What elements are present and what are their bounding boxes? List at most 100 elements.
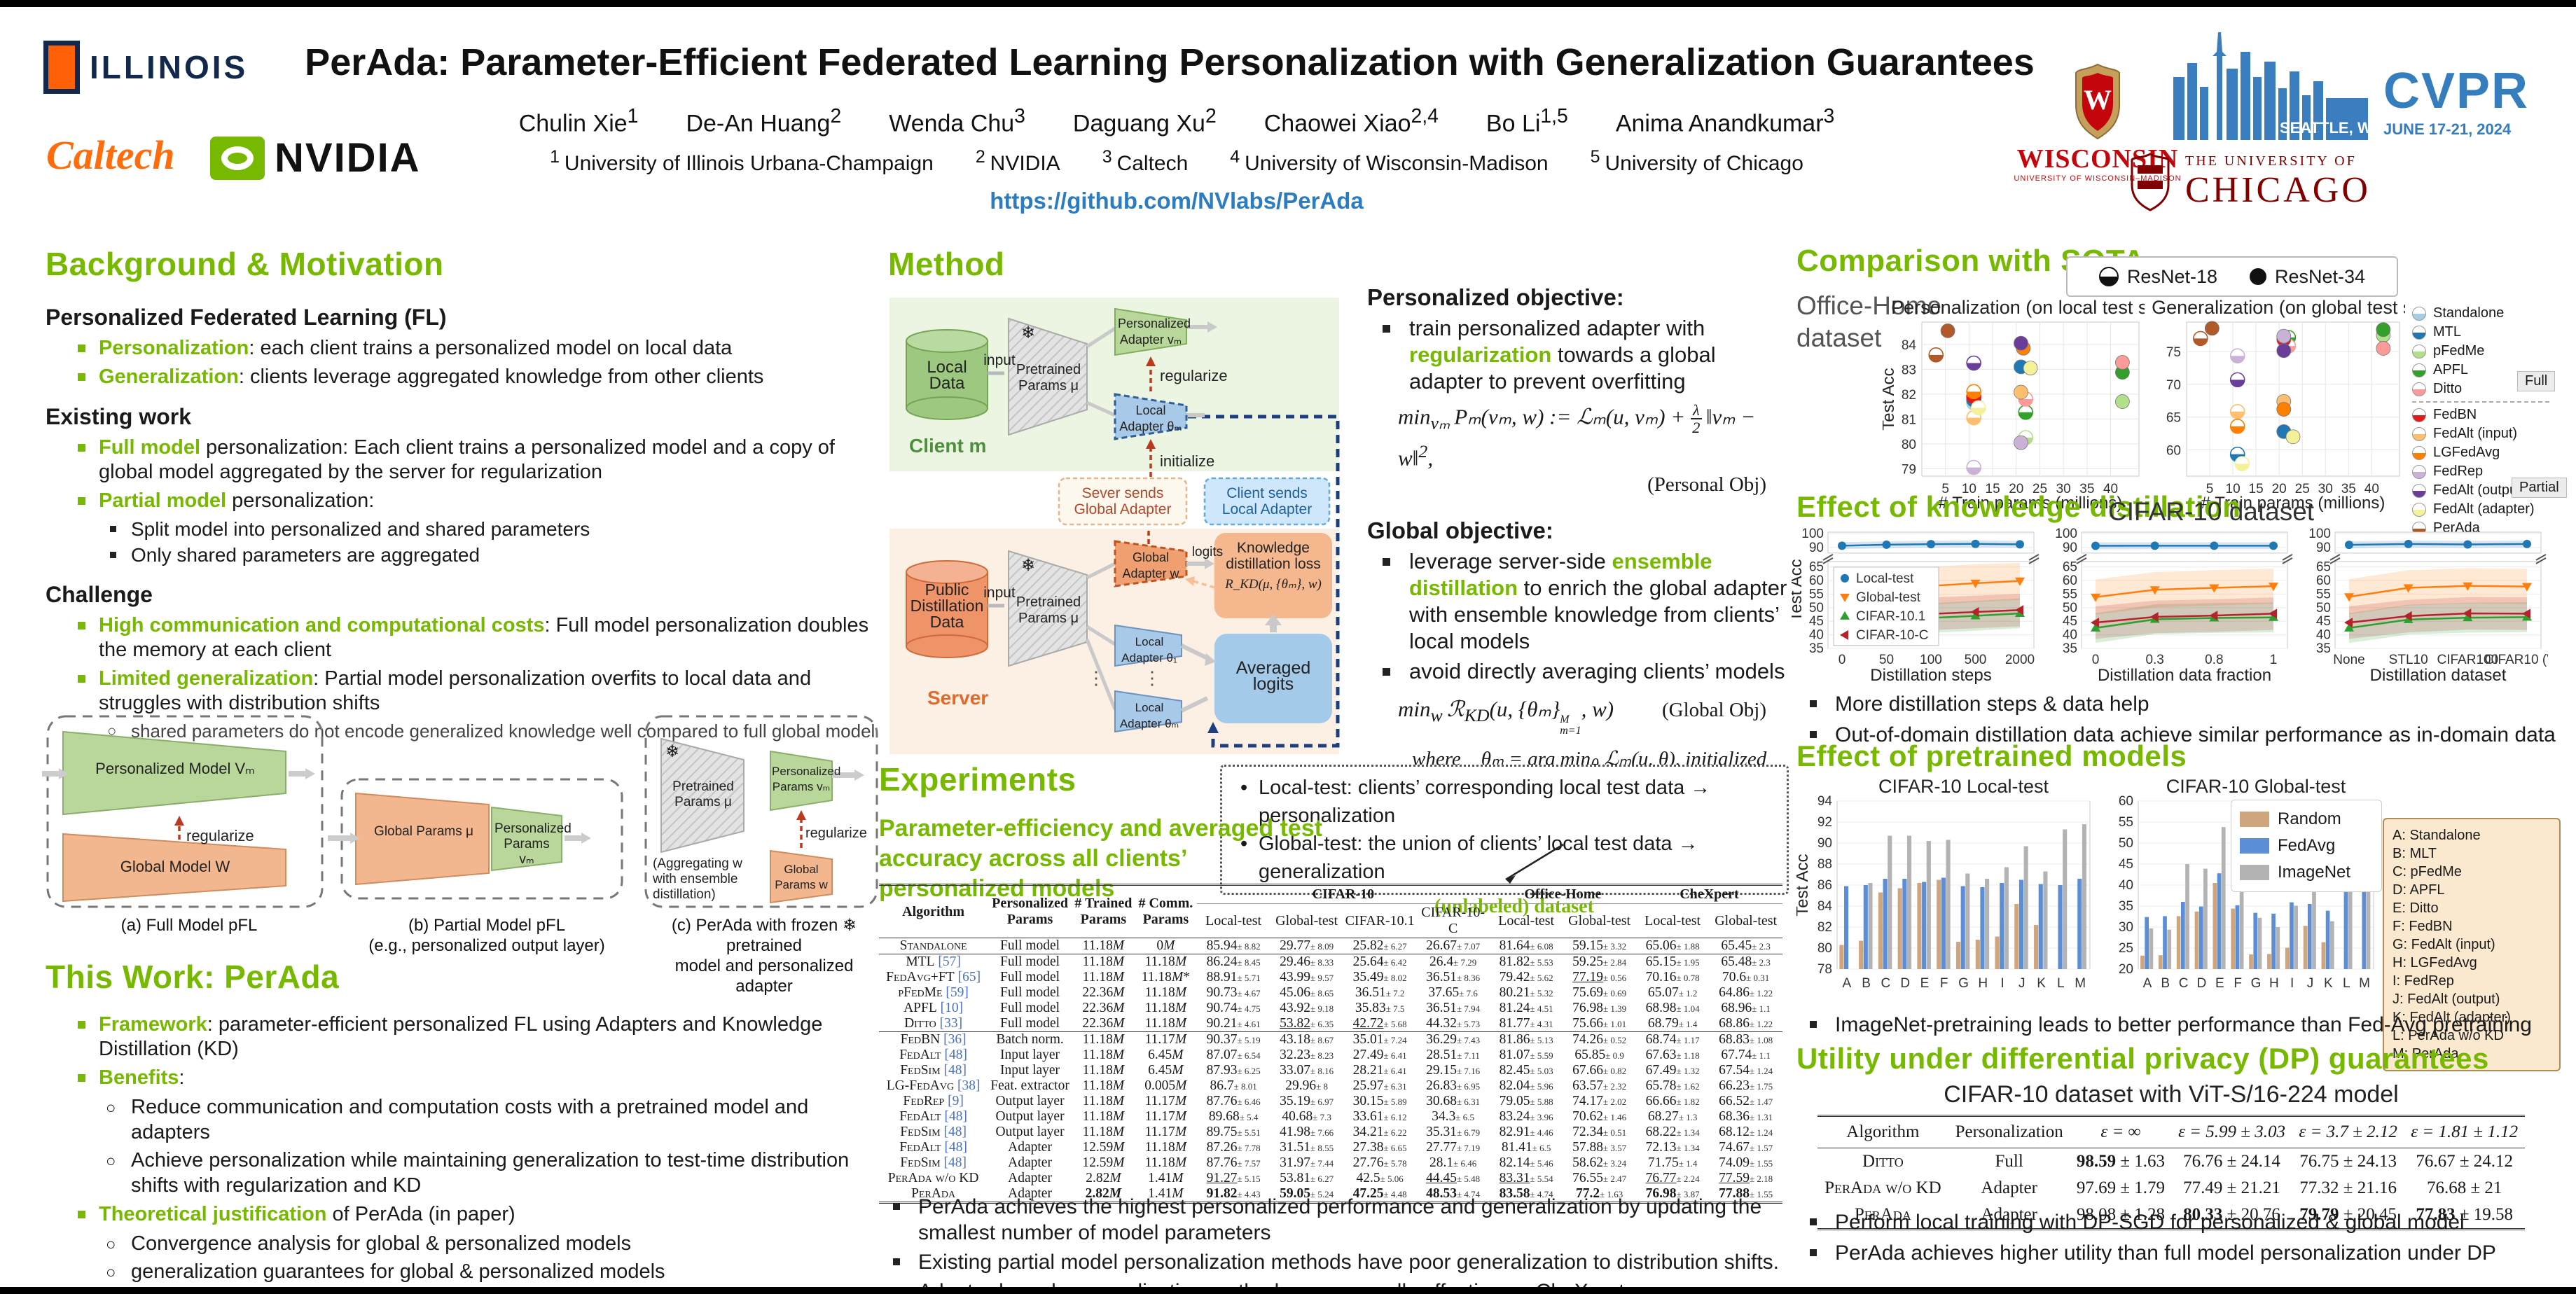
svg-text:79: 79 [1902, 462, 1916, 477]
svg-text:65: 65 [1809, 560, 1824, 575]
svg-text:Personalization (on local test: Personalization (on local test set) [1891, 297, 2145, 318]
page-title: PerAda: Parameter-Efficient Federated Le… [305, 41, 2035, 83]
github-link[interactable]: https://github.com/NVlabs/PerAda [990, 188, 1364, 214]
svg-text:20: 20 [2119, 962, 2133, 977]
svg-text:60: 60 [1809, 573, 1824, 588]
svg-text:10: 10 [1962, 482, 1976, 496]
table-cell: MTL [57] [906, 954, 961, 969]
column-header: ε = ∞ [2070, 1115, 2172, 1148]
svg-text:CIFAR-10 Global-test: CIFAR-10 Global-test [2166, 777, 2346, 797]
figure-caption-b: (b) Partial Model pFL (e.g., personalize… [368, 916, 605, 955]
section-background-motivation: Background & Motivation [46, 246, 444, 282]
table-cell: 35.49± 8.02 [1352, 970, 1407, 985]
diagram-dots: ⋮ [1143, 667, 1161, 688]
svg-text:0.8: 0.8 [2205, 653, 2223, 667]
table-cell: 11.18M [1082, 970, 1125, 985]
svg-text:SEATTLE, WA: SEATTLE, WA [2280, 119, 2378, 137]
diagram-client-sends: Client sends Local Adapter [1221, 485, 1313, 517]
table-row: PerAda w/o KD Adapter 2.82M 1.41M 91.27± 5.1… [879, 1171, 1782, 1186]
svg-text:50: 50 [1879, 653, 1894, 667]
figure-caption-c: (c) PerAda with frozen ❄ pretrained mode… [671, 916, 857, 996]
table-cell: 43.92± 9.18 [1280, 1001, 1334, 1015]
svg-text:30: 30 [2318, 482, 2333, 496]
table-cell: 74.09± 1.55 [1719, 1155, 1773, 1170]
table-cell: 68.96± 1.1 [1721, 1001, 1771, 1015]
diagram-local-adapter-m: Local Adapter θₘ [1119, 701, 1179, 730]
svg-text:15: 15 [1986, 482, 2000, 496]
table-cell: 37.65± 7.6 [1428, 985, 1478, 1000]
table-cell: 81.77± 4.31 [1499, 1016, 1553, 1031]
svg-text:CIFAR10 (Val): CIFAR10 (Val) [2484, 653, 2548, 667]
svg-text:50: 50 [2119, 836, 2133, 851]
table-row: FedAlt [48] Output layer 11.18M 11.17M 89.68… [879, 1109, 1782, 1125]
table-cell: FedSim [48] [900, 1125, 967, 1139]
list-item: shared parameters do not encode generali… [46, 720, 879, 742]
svg-text:84: 84 [1902, 338, 1917, 353]
table-cell: 68.12± 1.24 [1719, 1125, 1773, 1139]
method-diagram-shapes [889, 298, 1340, 754]
legend-item: Standalone [2412, 304, 2549, 323]
svg-text:F: F [1940, 976, 1948, 991]
legend-label: FedRep [2433, 464, 2484, 479]
table-cell: 58.62± 3.24 [1572, 1155, 1627, 1170]
list-item: Split model into personalized and shared… [46, 517, 879, 541]
wisconsin-crest-icon: W [2075, 63, 2120, 140]
svg-text:H: H [1978, 976, 1988, 991]
legend-marker-icon [2412, 325, 2426, 340]
letter-legend-item: H: LGFedAvg [2393, 955, 2477, 970]
table-cell: 35.31± 6.79 [1426, 1125, 1481, 1139]
svg-text:100: 100 [1801, 527, 1824, 541]
table-cell: 76.55± 2.47 [1572, 1171, 1627, 1185]
table-cell: 28.21± 6.41 [1352, 1063, 1407, 1078]
svg-text:40: 40 [2119, 878, 2133, 893]
illinois-logo: ILLINOIS [43, 41, 248, 94]
list-item: High communication and computational cos… [46, 613, 879, 662]
table-cell: Ditto [33] [904, 1016, 963, 1031]
svg-text:81: 81 [1902, 412, 1916, 427]
table-cell: 70.6± 0.31 [1722, 970, 1770, 985]
table-cell: 65.78± 1.62 [1645, 1078, 1700, 1093]
table-cell: Adapter [1008, 1186, 1052, 1201]
table-cell: 83.31± 5.54 [1499, 1171, 1553, 1185]
figure-label-aggregating: (Aggregating w with ensemble distillatio… [653, 856, 742, 902]
table-cell: 91.82± 4.43 [1206, 1186, 1261, 1201]
authors: Chulin Xie1 De-An Huang2 Wenda Chu3 Dagu… [518, 105, 1835, 137]
svg-text:20: 20 [2009, 482, 2023, 496]
kd-bullets: More distillation steps & data help Out-o… [1800, 688, 2556, 752]
svg-text:I: I [2290, 976, 2294, 991]
table-cell: 65.06± 1.88 [1645, 938, 1700, 953]
table-cell: 11.18M [1144, 954, 1187, 969]
table-cell: 27.77± 7.19 [1426, 1140, 1481, 1155]
legend-label: FedAlt (output) [2433, 482, 2526, 498]
table-cell: 86.7± 8.01 [1210, 1078, 1257, 1093]
table-cell: 81.07± 5.59 [1499, 1048, 1553, 1062]
svg-text:80: 80 [1902, 438, 1916, 452]
legend-group-partial: Partial [2512, 478, 2567, 498]
table-row: LG-FedAvg [38] Feat. extractor 11.18M 0.005… [879, 1078, 1782, 1094]
legend-swatch [2240, 838, 2269, 854]
snowflake-icon: ❄ [665, 742, 680, 761]
table-cell: 31.51± 8.55 [1280, 1140, 1334, 1155]
table-cell: 35.83± 7.5 [1355, 1001, 1405, 1015]
table-row: FedSim [48] Input layer 11.18M 6.45M 87.93± … [879, 1063, 1782, 1078]
svg-text:L: L [2057, 976, 2065, 991]
table-cell: 2.82M [1086, 1171, 1121, 1185]
legend-marker-icon [2412, 382, 2426, 396]
table-cell: Output layer [995, 1094, 1065, 1108]
svg-text:75: 75 [2166, 345, 2181, 360]
column-header: ε = 3.7 ± 2.12 [2292, 1115, 2404, 1148]
list-item: Only shared parameters are aggregated [46, 543, 879, 567]
table-cell: 59.25± 2.84 [1572, 954, 1627, 969]
table-cell: 27.38± 6.65 [1352, 1140, 1407, 1155]
table-cell: 65.85± 0.9 [1574, 1048, 1624, 1062]
table-cell: FedRep [9] [903, 1094, 964, 1108]
nvidia-logo: NVIDIA [210, 134, 421, 181]
table-cell: 11.18M [1144, 1140, 1187, 1155]
table-cell: PerAda w/o KD [1824, 1178, 1941, 1197]
svg-text:Generalization (on global test: Generalization (on global test set) [2152, 297, 2405, 318]
table-cell: 11.18M [1144, 1155, 1187, 1170]
experiments-info-box: Local-test: clients’ corresponding local… [1220, 765, 1789, 895]
table-cell: 77.49 ± 21.21 [2183, 1178, 2280, 1197]
